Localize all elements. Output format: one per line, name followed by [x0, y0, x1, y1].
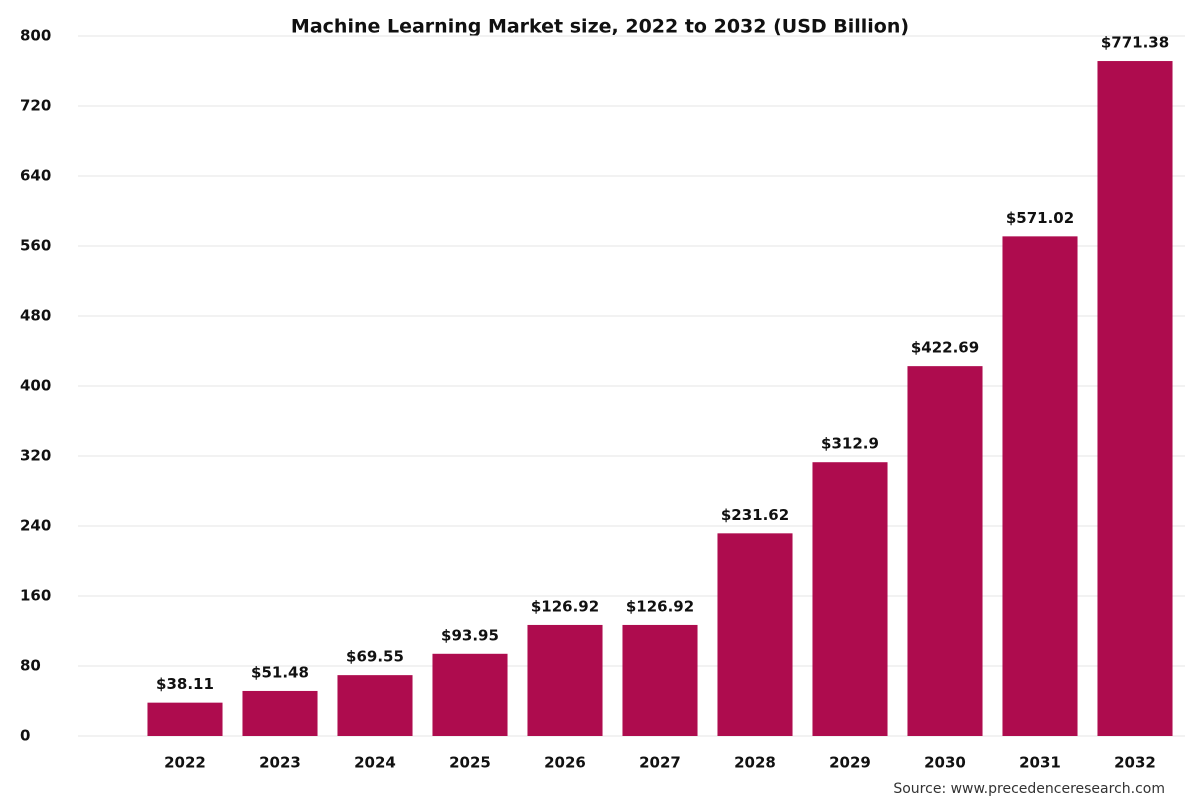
y-tick-label: 0 — [20, 727, 30, 745]
bar — [242, 690, 318, 736]
y-tick-label: 80 — [20, 657, 41, 675]
bar — [432, 653, 508, 736]
value-label: $231.62 — [721, 506, 789, 524]
value-label: $771.38 — [1101, 34, 1169, 52]
value-label: $51.48 — [251, 663, 309, 681]
x-tick-label: 2024 — [354, 754, 396, 772]
x-tick-label: 2028 — [734, 754, 776, 772]
y-tick-label: 640 — [20, 167, 51, 185]
value-label: $126.92 — [626, 597, 694, 615]
value-label: $571.02 — [1006, 209, 1074, 227]
source-note: Source: www.precedenceresearch.com — [893, 781, 1165, 797]
x-tick-label: 2029 — [829, 754, 871, 772]
x-tick-label: 2030 — [924, 754, 966, 772]
value-label: $312.9 — [821, 435, 879, 453]
y-tick-label: 320 — [20, 447, 51, 465]
bar — [717, 533, 793, 736]
value-label: $422.69 — [911, 339, 979, 357]
value-label: $93.95 — [441, 626, 499, 644]
y-tick-label: 400 — [20, 377, 51, 395]
x-tick-label: 2031 — [1019, 754, 1061, 772]
value-label: $38.11 — [156, 675, 214, 693]
y-tick-label: 240 — [20, 517, 51, 535]
bar — [527, 624, 603, 736]
y-tick-label: 560 — [20, 237, 51, 255]
chart-title: Machine Learning Market size, 2022 to 20… — [291, 16, 909, 38]
bar — [1002, 236, 1078, 737]
bar — [907, 366, 983, 736]
value-label: $126.92 — [531, 597, 599, 615]
y-tick-label: 160 — [20, 587, 51, 605]
bar — [812, 462, 888, 736]
bar — [622, 624, 698, 736]
y-tick-label: 480 — [20, 307, 51, 325]
x-tick-label: 2025 — [449, 754, 491, 772]
bar — [147, 702, 223, 736]
x-tick-label: 2032 — [1114, 754, 1156, 772]
x-tick-label: 2022 — [164, 754, 206, 772]
value-label: $69.55 — [346, 648, 404, 666]
bar — [1097, 61, 1173, 737]
y-tick-label: 800 — [20, 27, 51, 45]
y-tick-label: 720 — [20, 97, 51, 115]
x-tick-label: 2023 — [259, 754, 301, 772]
x-tick-label: 2027 — [639, 754, 681, 772]
bar — [337, 675, 413, 736]
x-tick-label: 2026 — [544, 754, 586, 772]
